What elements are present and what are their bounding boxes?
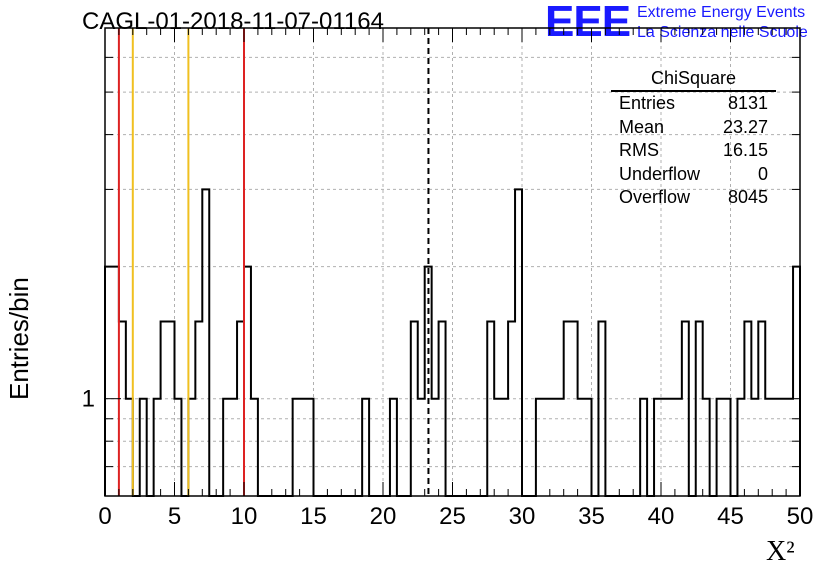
- x-tick-label: 45: [717, 503, 744, 530]
- histogram-bin: [188, 399, 195, 496]
- histogram-bin: [300, 399, 307, 496]
- histogram-bin: [717, 399, 724, 496]
- histogram-bin: [543, 399, 550, 496]
- histogram-bin: [772, 399, 779, 496]
- histogram-bin: [105, 267, 112, 496]
- histogram-bin: [668, 399, 675, 496]
- stats-value: 8131: [727, 93, 768, 113]
- histogram-bin: [307, 399, 314, 496]
- stats-row-mean: Mean 23.27: [611, 116, 776, 140]
- histogram-bin: [202, 189, 209, 496]
- histogram-bin: [793, 267, 800, 496]
- histogram-bin: [786, 399, 793, 496]
- histogram-bin: [564, 321, 571, 496]
- histogram-bin: [779, 399, 786, 496]
- x-tick-label: 35: [578, 503, 605, 530]
- stats-label: Entries: [619, 93, 676, 113]
- histogram-bin: [237, 321, 244, 496]
- histogram-bin: [418, 399, 425, 496]
- x-tick-label: 50: [787, 503, 814, 530]
- histogram-bin: [126, 399, 133, 496]
- histogram-bin: [494, 399, 501, 496]
- histogram-bin: [550, 399, 557, 496]
- stats-value: 8045: [727, 187, 768, 207]
- histogram-bin: [508, 321, 515, 496]
- histogram-bin: [661, 399, 668, 496]
- histogram-bin: [578, 399, 585, 496]
- histogram-bin: [411, 321, 418, 496]
- histogram-line: [104, 188, 801, 497]
- histogram-bin: [765, 399, 772, 496]
- histogram-bin: [515, 189, 522, 496]
- stats-row-rms: RMS 16.15: [611, 139, 776, 163]
- histogram-bin: [585, 399, 592, 496]
- y-tick-label: 1: [82, 386, 95, 413]
- histogram-bin: [557, 399, 564, 496]
- x-tick-label: 30: [509, 503, 536, 530]
- histogram-bin: [230, 399, 237, 496]
- x-tick-label: 0: [98, 503, 111, 530]
- histogram-bin: [598, 321, 605, 496]
- histogram-bin: [571, 321, 578, 496]
- histogram-bin: [737, 399, 744, 496]
- histogram-bin: [439, 321, 446, 496]
- stats-label: Overflow: [619, 187, 691, 207]
- histogram-bin: [154, 399, 161, 496]
- histogram-bin: [244, 267, 251, 496]
- histogram-bin: [293, 399, 300, 496]
- histogram-bin: [675, 399, 682, 496]
- stats-row-overflow: Overflow 8045: [611, 186, 776, 210]
- x-tick-label: 15: [300, 503, 327, 530]
- histogram-bin: [536, 399, 543, 496]
- stats-row-entries: Entries 8131: [611, 92, 776, 116]
- histogram-bin: [112, 267, 119, 496]
- histogram-bin: [175, 399, 182, 496]
- stats-row-underflow: Underflow 0: [611, 163, 776, 187]
- histogram-bin: [140, 399, 147, 496]
- histogram-bin: [724, 399, 731, 496]
- x-tick-label: 5: [168, 503, 181, 530]
- stats-label: Underflow: [619, 163, 701, 184]
- histogram-bin: [758, 321, 765, 496]
- histogram-bin: [168, 321, 175, 496]
- histogram-bin: [390, 399, 397, 496]
- stats-value: 0: [757, 163, 768, 184]
- histogram-bin: [362, 399, 369, 496]
- stats-label: RMS: [619, 140, 659, 160]
- x-tick-label: 25: [439, 503, 466, 530]
- histogram-bin: [751, 399, 758, 496]
- histogram-bin: [195, 321, 202, 496]
- stats-title: ChiSquare: [611, 66, 776, 92]
- stats-value: 16.15: [722, 140, 768, 160]
- histogram-bin: [703, 399, 710, 496]
- x-tick-label: 10: [231, 503, 258, 530]
- x-tick-label: 20: [370, 503, 397, 530]
- histogram-bin: [223, 399, 230, 496]
- histogram-bin: [744, 321, 751, 496]
- histogram-bin: [251, 399, 258, 496]
- x-axis-label: X²: [766, 536, 795, 567]
- histogram-bin: [696, 321, 703, 496]
- logo-mark: EEE: [545, 0, 631, 46]
- stats-box: ChiSquare Entries 8131 Mean 23.27 RMS 16…: [611, 66, 776, 210]
- histogram-bin: [119, 321, 126, 496]
- histogram-bin: [682, 321, 689, 496]
- histogram-bin: [654, 399, 661, 496]
- histogram-bin: [501, 399, 508, 496]
- histogram-bin: [432, 399, 439, 496]
- logo-line-1: Extreme Energy Events: [637, 4, 806, 21]
- stats-value: 23.27: [722, 116, 768, 137]
- x-tick-label: 40: [648, 503, 675, 530]
- histogram-bin: [487, 321, 494, 496]
- histogram-bin: [640, 399, 647, 496]
- histogram-bin: [161, 321, 168, 496]
- stats-label: Mean: [619, 116, 665, 137]
